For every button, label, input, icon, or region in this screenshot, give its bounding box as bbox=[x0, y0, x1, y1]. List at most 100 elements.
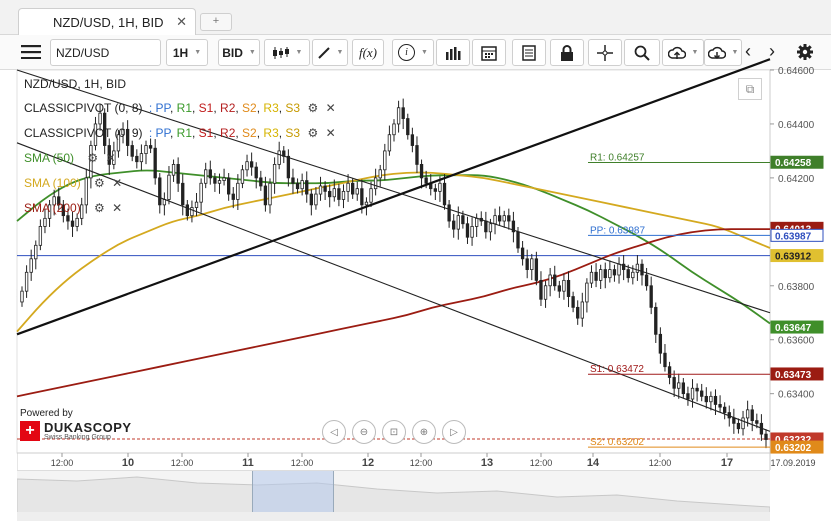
candle-body bbox=[470, 226, 474, 238]
zoom-button[interactable] bbox=[624, 39, 660, 66]
zoom-in-icon[interactable]: ⊕ bbox=[412, 420, 436, 444]
fit-icon[interactable]: ⊡ bbox=[382, 420, 406, 444]
candle bbox=[406, 113, 410, 140]
candle bbox=[401, 98, 405, 130]
candle-body bbox=[530, 258, 534, 270]
pivot-level: PP bbox=[155, 101, 170, 115]
close-icon[interactable]: ✕ bbox=[112, 176, 123, 190]
candle bbox=[640, 259, 644, 286]
candle bbox=[103, 108, 107, 155]
candle bbox=[410, 127, 415, 153]
gear-icon[interactable]: ⚙ bbox=[307, 101, 319, 115]
candle-body bbox=[291, 177, 295, 184]
candle-body bbox=[98, 112, 102, 125]
add-tab-button[interactable]: + bbox=[200, 13, 232, 31]
document-icon bbox=[522, 44, 536, 61]
close-icon[interactable]: ✕ bbox=[112, 201, 123, 215]
candle-body bbox=[438, 182, 442, 192]
lock-button[interactable] bbox=[550, 39, 584, 66]
pivot-level: R3 bbox=[263, 126, 279, 140]
download-button[interactable]: ▼ bbox=[704, 39, 742, 66]
price-badge-label: 0.63202 bbox=[775, 443, 812, 454]
navigator-selection[interactable] bbox=[252, 471, 334, 513]
close-icon[interactable]: ✕ bbox=[325, 101, 336, 115]
candle-body bbox=[332, 188, 336, 198]
zoom-out-icon[interactable]: ⊖ bbox=[352, 420, 376, 444]
gear-icon[interactable]: ⚙ bbox=[94, 176, 105, 190]
histogram-button[interactable] bbox=[436, 39, 470, 66]
candle-body bbox=[272, 164, 277, 184]
candle bbox=[43, 209, 47, 234]
navigator[interactable] bbox=[17, 470, 770, 513]
cloud-upload-icon bbox=[667, 46, 686, 59]
candle bbox=[29, 249, 33, 281]
pivot-level-label: S1: 0.63472 bbox=[590, 364, 644, 375]
legend-title: NZD/USD, 1H, BID bbox=[24, 77, 127, 91]
chevron-left-icon[interactable]: ◁ bbox=[322, 420, 346, 444]
candle bbox=[520, 241, 525, 266]
gear-icon[interactable]: ⚙ bbox=[87, 151, 99, 165]
info-icon: i bbox=[398, 44, 416, 61]
candle bbox=[741, 410, 745, 436]
candle-body bbox=[433, 188, 437, 192]
candle-body bbox=[20, 290, 24, 303]
candle bbox=[576, 300, 580, 325]
candle bbox=[695, 383, 699, 402]
calendar-button[interactable] bbox=[472, 39, 506, 66]
close-icon[interactable]: ✕ bbox=[325, 126, 336, 140]
candle-body bbox=[465, 223, 470, 238]
period-select[interactable]: 1H ▼ bbox=[166, 39, 208, 66]
candle-body bbox=[736, 422, 741, 430]
candle bbox=[80, 197, 84, 226]
candle-body bbox=[406, 118, 410, 136]
candle-body bbox=[93, 123, 98, 146]
indicators-button[interactable]: f(x) bbox=[352, 39, 384, 66]
candle bbox=[112, 141, 116, 170]
cloud-download-icon bbox=[707, 46, 726, 59]
candle bbox=[589, 265, 594, 288]
candle bbox=[341, 184, 346, 209]
side-select[interactable]: BID ▼ bbox=[218, 39, 260, 66]
candle-body bbox=[190, 207, 194, 217]
info-button[interactable]: i ▼ bbox=[392, 39, 434, 66]
candle-body bbox=[612, 269, 617, 276]
gear-icon[interactable] bbox=[794, 39, 816, 64]
chevron-right-icon[interactable]: ▷ bbox=[442, 420, 466, 444]
expand-icon[interactable]: ⧉ bbox=[738, 78, 762, 100]
candle bbox=[20, 286, 24, 307]
candle bbox=[254, 162, 258, 189]
candle bbox=[709, 391, 713, 411]
candle-body bbox=[148, 145, 153, 149]
candle bbox=[240, 164, 245, 189]
scrollbar[interactable] bbox=[17, 512, 770, 521]
menu-icon[interactable] bbox=[14, 39, 48, 64]
y-tick-label: 0.63800 bbox=[778, 282, 815, 293]
template-button[interactable] bbox=[512, 39, 546, 66]
price-badge-label: 0.63232 bbox=[775, 435, 812, 446]
close-icon[interactable]: ✕ bbox=[105, 151, 116, 165]
candle-body bbox=[548, 274, 552, 287]
crosshair-button[interactable] bbox=[588, 39, 622, 66]
draw-tool-button[interactable]: ▼ bbox=[312, 39, 348, 66]
chevron-down-icon: ▼ bbox=[194, 49, 202, 56]
candle bbox=[337, 183, 341, 207]
instrument-select[interactable]: NZD/USD bbox=[50, 39, 161, 66]
candle bbox=[107, 138, 111, 175]
candle-body bbox=[213, 177, 217, 184]
candle-body bbox=[171, 164, 176, 176]
chevron-left-icon[interactable]: ‹ bbox=[745, 41, 751, 61]
price-chart[interactable]: R1: 0.64257 PP: 0.63987 S1: 0.63472 S2: 0.6… bbox=[0, 0, 831, 470]
candle bbox=[194, 192, 199, 217]
candle-body bbox=[84, 177, 88, 206]
candle bbox=[497, 206, 502, 226]
gear-icon[interactable]: ⚙ bbox=[307, 126, 319, 140]
pivot-level: R2 bbox=[220, 101, 236, 115]
price-badge: 0.63473 bbox=[770, 367, 824, 381]
chevron-right-icon[interactable]: › bbox=[769, 41, 775, 61]
price-badges: 0.642580.640130.639870.639120.636470.634… bbox=[770, 155, 824, 454]
chart-tab[interactable]: NZD/USD, 1H, BID ✕ bbox=[18, 8, 196, 35]
close-icon[interactable]: ✕ bbox=[176, 14, 187, 29]
chart-type-button[interactable]: ▼ bbox=[264, 39, 310, 66]
upload-button[interactable]: ▼ bbox=[662, 39, 704, 66]
gear-icon[interactable]: ⚙ bbox=[94, 201, 105, 215]
